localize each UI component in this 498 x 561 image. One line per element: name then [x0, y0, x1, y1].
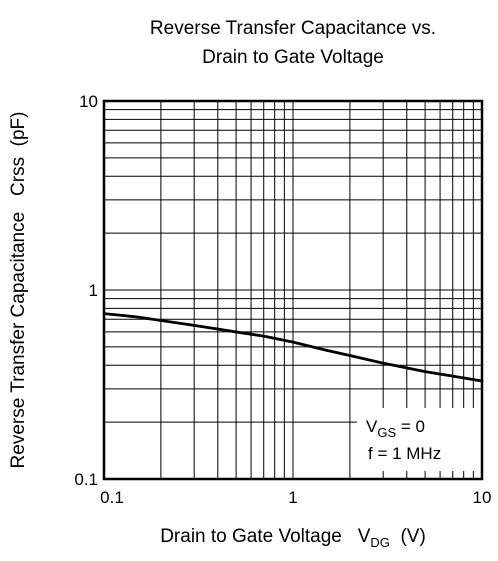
annotation-vgs-subscript: GS	[377, 425, 396, 440]
y-tick-label: 10	[79, 92, 98, 111]
x-tick-label: 1	[288, 488, 297, 507]
tick-labels: 0.1 1 10 0.1 1 10	[74, 92, 491, 507]
annotation-background	[357, 408, 481, 471]
x-tick-label: 0.1	[100, 488, 124, 507]
annotation-frequency: f = 1 MHz	[368, 444, 441, 463]
y-tick-label: 0.1	[74, 470, 98, 489]
y-tick-label: 1	[89, 281, 98, 300]
annotation-vgs: VGS = 0	[366, 417, 425, 440]
x-tick-label: 10	[473, 488, 492, 507]
x-axis-label-subscript: DG	[370, 535, 390, 550]
annotation-vgs-value: = 0	[396, 417, 425, 436]
series-line-crss	[102, 312, 484, 383]
chart-title-line-2: Drain to Gate Voltage	[202, 47, 384, 68]
y-axis-label: Reverse Transfer Capacitance Crss (pF)	[8, 112, 29, 469]
x-axis-label-symbol: V	[358, 526, 371, 547]
series-group	[102, 312, 484, 383]
x-axis-label: Drain to Gate Voltage VDG (V)	[160, 526, 426, 550]
chart-title-line-1: Reverse Transfer Capacitance vs.	[150, 18, 436, 39]
x-axis-label-unit: (V)	[400, 526, 425, 547]
annotation-box: VGS = 0 f = 1 MHz	[357, 408, 481, 471]
annotation-vgs-symbol: V	[366, 417, 378, 436]
x-axis-label-main: Drain to Gate Voltage	[160, 526, 342, 547]
plot-frame	[102, 99, 484, 481]
